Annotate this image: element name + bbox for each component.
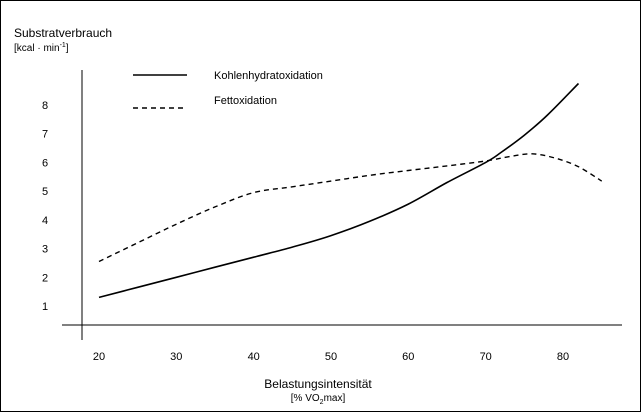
x-tick-label: 30	[170, 351, 182, 363]
legend-label-fettoxidation: Fettoxidation	[214, 95, 277, 107]
y-tick-label: 4	[42, 215, 48, 227]
series-line-kohlenhydratoxidation	[98, 82, 580, 299]
y-axis-unit: [kcal · min-1]	[14, 42, 69, 54]
legend-label-kohlenhydratoxidation: Kohlenhydratoxidation	[214, 70, 323, 82]
y-tick-label: 1	[42, 301, 48, 313]
x-tick-label: 60	[402, 351, 414, 363]
series-line-fettoxidation	[98, 153, 603, 263]
x-axis-unit: [% VO2max]	[291, 393, 346, 406]
x-tick-label: 50	[325, 351, 337, 363]
x-tick-label: 20	[93, 351, 105, 363]
y-tick-label: 3	[42, 244, 48, 256]
legend: Kohlenhydratoxidation Fettoxidation	[133, 70, 323, 109]
axis-ticks: 20 30 40 50 60 70 80 1 2 3 4 5 6 7 8	[42, 100, 569, 363]
x-tick-label: 40	[248, 351, 260, 363]
x-tick-label: 80	[557, 351, 569, 363]
y-tick-label: 5	[42, 186, 48, 198]
y-tick-label: 8	[42, 100, 48, 112]
x-axis-title: Belastungsintensität	[264, 377, 372, 391]
y-tick-label: 2	[42, 272, 48, 284]
series-lines	[98, 82, 603, 299]
x-tick-label: 70	[480, 351, 492, 363]
y-tick-label: 6	[42, 157, 48, 169]
y-axis-title: Substratverbrauch	[14, 26, 112, 40]
y-tick-label: 7	[42, 129, 48, 141]
